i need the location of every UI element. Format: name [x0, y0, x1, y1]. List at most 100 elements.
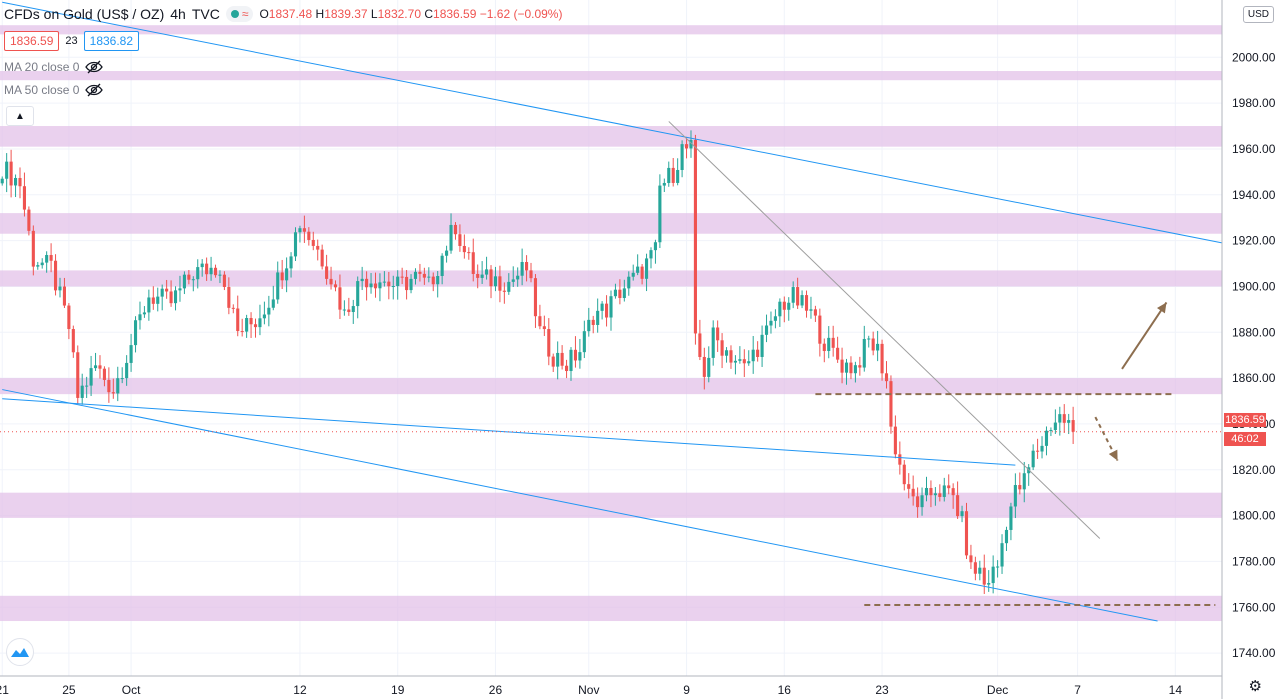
candle-body [1022, 473, 1026, 490]
candle-body [89, 368, 93, 386]
candle-body [818, 315, 822, 344]
candle-body [9, 161, 13, 186]
candle-body [804, 295, 809, 311]
currency-button[interactable]: USD [1242, 6, 1274, 23]
candle-body [382, 281, 386, 283]
candle-body [507, 281, 511, 292]
candle-body [405, 276, 409, 291]
candle-body [387, 281, 391, 287]
candle-body [636, 266, 640, 273]
candle-body [787, 302, 791, 310]
candle-body [542, 326, 546, 330]
trendline-resistance [2, 1, 1223, 244]
candle-body [960, 511, 964, 517]
candles [0, 130, 1075, 594]
candle-body [907, 484, 911, 489]
candle-body [1062, 414, 1066, 423]
candle-body [809, 309, 813, 311]
price-zone [0, 378, 1222, 395]
price-tick-label: 1900.00 [1232, 279, 1276, 293]
candle-body [778, 301, 782, 317]
candle-body [889, 381, 893, 427]
interval-label[interactable]: 4h [170, 6, 186, 22]
candle-body [644, 258, 649, 279]
candle-body [467, 252, 471, 254]
time-tick-label: 16 [778, 683, 792, 697]
buy-button[interactable]: 1836.82 [83, 31, 140, 51]
symbol-title[interactable]: CFDs on Gold (US$ / OZ) [4, 6, 165, 22]
candle-body [796, 287, 800, 306]
spread-label: 23 [65, 35, 78, 47]
candle-body [231, 307, 235, 309]
price-zone [0, 25, 1222, 35]
candle-body [258, 318, 262, 328]
candle-body [987, 583, 991, 585]
candle-body [449, 224, 453, 251]
candle-body [587, 319, 591, 332]
candle-body [924, 487, 929, 496]
candle-body [836, 347, 840, 360]
settings-gear-icon[interactable]: ⚙ [1248, 678, 1262, 695]
candle-body [1009, 506, 1013, 530]
candle-body [298, 228, 302, 233]
candle-body [511, 279, 515, 282]
candle-body [222, 274, 226, 287]
candle-body [302, 228, 306, 232]
candle-body [13, 177, 18, 186]
candle-body [711, 327, 715, 358]
candle-body [205, 263, 209, 275]
candle-body [1071, 420, 1075, 432]
candle-body [245, 317, 249, 332]
time-tick-label: Nov [578, 683, 599, 697]
price-tick-label: 1800.00 [1232, 509, 1276, 523]
candle-body [716, 327, 720, 341]
eye-off-icon[interactable] [85, 60, 104, 74]
sell-button[interactable]: 1836.59 [4, 31, 60, 51]
candle-body [756, 349, 760, 357]
price-zone [0, 270, 1222, 287]
candle-body [529, 270, 533, 279]
candle-body [53, 260, 58, 291]
time-tick-label: Dec [987, 683, 1008, 697]
candle-body [489, 269, 493, 287]
indicator-ma50[interactable]: MA 50 close 0 [4, 83, 104, 97]
candle-body [849, 362, 853, 374]
candle-body [973, 562, 977, 574]
market-status-pill[interactable]: ≈ [225, 6, 254, 22]
candle-body [1036, 450, 1040, 452]
price-tick-label: 1940.00 [1232, 188, 1276, 202]
candle-body [316, 245, 320, 250]
candle-body [462, 245, 466, 253]
candle-body [218, 274, 222, 276]
candle-body [351, 306, 355, 313]
candle-body [293, 232, 298, 257]
arrow-head-icon [1156, 302, 1167, 314]
candle-body [93, 365, 98, 369]
candle-body [347, 309, 351, 313]
candle-body [178, 288, 182, 291]
indicator-ma20[interactable]: MA 20 close 0 [4, 60, 104, 74]
candle-body [98, 365, 102, 369]
candle-body [133, 320, 138, 346]
candle-body [307, 231, 311, 240]
candle-body [569, 349, 573, 372]
candle-body [538, 316, 542, 327]
candle-body [76, 352, 80, 398]
eye-off-icon[interactable] [85, 83, 104, 97]
candle-body [373, 283, 378, 289]
candle-body [502, 290, 506, 292]
candle-body [18, 177, 22, 187]
candle-body [565, 365, 569, 372]
tradingview-logo[interactable] [6, 638, 34, 666]
collapse-legend-button[interactable]: ▲ [6, 106, 34, 126]
candle-body [667, 167, 671, 183]
price-zone [0, 71, 1222, 81]
price-tick-label: 1820.00 [1232, 463, 1276, 477]
candle-body [485, 269, 489, 275]
candle-body [880, 343, 884, 374]
candle-body [147, 297, 151, 313]
trendlines [0, 1, 1223, 622]
candle-body [36, 265, 40, 267]
candle-body [236, 308, 240, 332]
